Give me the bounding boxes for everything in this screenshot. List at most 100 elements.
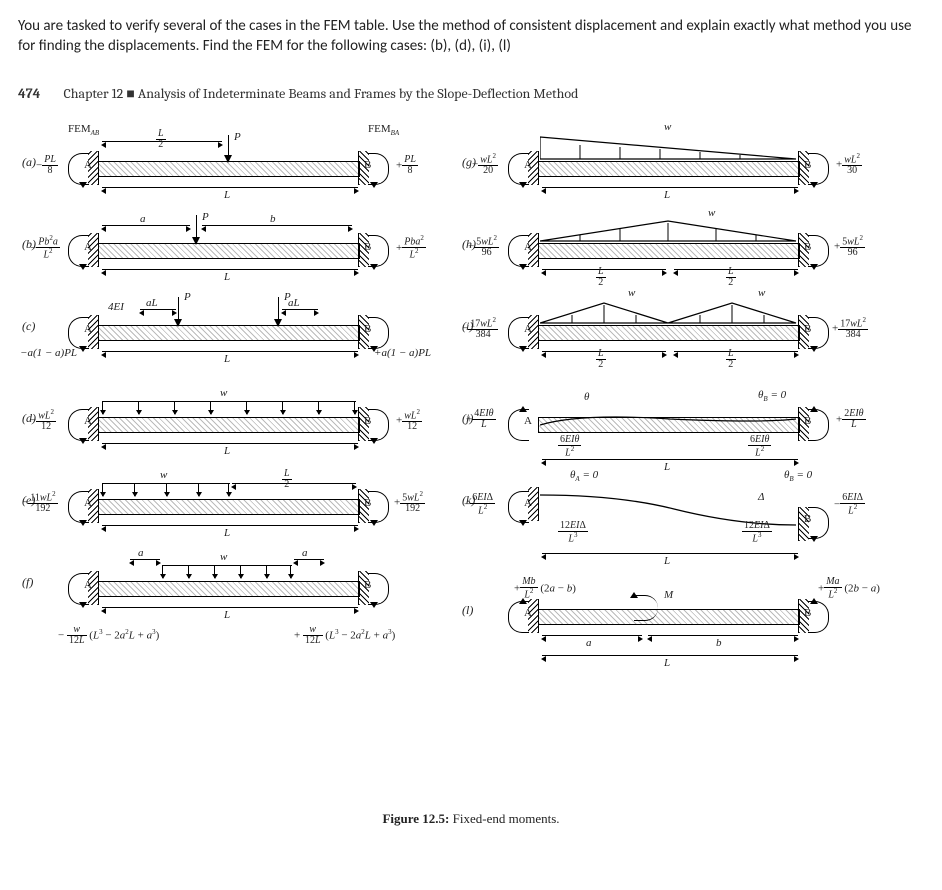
moment-arc-icon — [368, 409, 389, 441]
figure-caption: Figure 12.5: Fixed-end moments. — [18, 811, 924, 827]
dimension-line — [102, 269, 358, 270]
moment-arc-icon — [368, 491, 389, 523]
case-l: (l) +MbL2 (2a − b) A M a b L B +MaL2 (2b… — [458, 575, 918, 685]
case-a-mA: −PL8 — [36, 155, 58, 177]
dim-label: L2 — [596, 267, 606, 289]
case-c-mA: −a(1 − a)PL — [20, 347, 77, 359]
case-h: (h) −5wL296 A w L2 L2 B +5wL296 — [458, 209, 918, 291]
dim-label: L2 — [156, 129, 166, 151]
dim-label: aL — [146, 297, 158, 309]
dim-label: L2 — [726, 267, 736, 289]
shear-label: 12EIΔL3 — [558, 521, 588, 545]
case-j-mA: +4EIθL — [466, 409, 496, 431]
shear-label: 6EIθL2 — [558, 435, 581, 459]
dim-label: b — [270, 213, 276, 225]
case-b-mA: −Pb2aL2 — [30, 235, 60, 262]
applied-moment-icon — [634, 595, 658, 621]
case-l-tag: (l) — [462, 603, 473, 618]
dimension-line — [102, 443, 358, 444]
dimension-line — [102, 225, 190, 226]
dim-label: a — [140, 213, 146, 225]
case-e: (e) −11wL2192 A w L2 L B +5wL2192 — [18, 465, 478, 547]
moment-arc-icon — [368, 235, 389, 267]
beam-icon — [538, 609, 800, 625]
load-label: M — [664, 589, 673, 601]
dimension-line — [232, 483, 356, 484]
case-c: (c) A 4EI P P aL aL −a(1 − a)PL L B +a(1… — [18, 291, 478, 383]
load-arrow-icon — [196, 215, 197, 239]
case-g-mB: +wL230 — [836, 153, 862, 177]
dimension-line — [542, 459, 798, 460]
distributed-load-icon — [102, 483, 230, 498]
case-d-mA: −wL212 — [30, 409, 56, 433]
dimension-line — [102, 607, 358, 608]
moment-arc-icon — [368, 317, 389, 349]
case-j: (j) +4EIθL A θ θB = 0 6EIθL2 6EIθL2 L B … — [458, 383, 918, 465]
load-label: w — [664, 121, 671, 133]
triangular-load-icon — [540, 133, 800, 163]
caption-label: Figure 12.5: — [382, 811, 449, 826]
moment-arc-icon — [808, 409, 829, 441]
chapter-title: Chapter 12 ■ Analysis of Indeterminate B… — [64, 85, 579, 102]
load-label: P — [234, 131, 241, 143]
load-label: w — [220, 387, 227, 399]
case-g-mA: −wL220 — [472, 153, 498, 177]
case-a: (a) −PL8 A P L2 L B +PL8 — [18, 127, 478, 209]
arrowhead-icon — [274, 319, 282, 327]
page-number: 474 — [18, 85, 40, 102]
beam-icon — [98, 161, 360, 177]
case-i-mA: −17wL2384 — [462, 317, 498, 341]
load-arrow-icon — [278, 297, 279, 321]
case-g: (g) −wL220 A w L B +wL230 — [458, 127, 918, 209]
dimension-line — [542, 553, 798, 554]
problem-statement: You are tasked to verify several of the … — [18, 16, 924, 57]
moment-arc-icon — [368, 153, 389, 185]
case-f: (f) A w a a L B − w12L (L3 − 2a2L + a3) … — [18, 547, 478, 657]
moment-arc-icon — [808, 235, 829, 267]
distributed-load-icon — [162, 565, 292, 580]
case-j-mB: +2EIθL — [836, 409, 866, 431]
dimension-line — [130, 559, 160, 560]
beam-icon — [98, 499, 360, 515]
load-arrow-icon — [178, 297, 179, 321]
dimension-line — [294, 559, 324, 560]
case-a-tag: (a) — [22, 155, 36, 170]
double-triangle-load-icon — [540, 297, 800, 327]
load-label: P — [202, 211, 209, 223]
dimension-line — [140, 309, 176, 310]
arrowhead-icon — [224, 155, 232, 163]
figure-12-5: FEMAB FEMBA (a) −PL8 A P L2 L B +PL8 — [18, 127, 918, 807]
beam-icon — [98, 581, 360, 597]
dim-label: L2 — [282, 469, 292, 491]
arrowhead-icon — [192, 237, 200, 245]
case-f-mB: + w12L (L3 − 2a2L + a3) — [294, 625, 395, 647]
case-b-mB: +Pba2L2 — [396, 235, 426, 262]
case-c-tag: (c) — [22, 319, 35, 334]
dimension-line — [674, 269, 798, 270]
case-b: (b) −Pb2aL2 A P a b L B +Pba2L2 — [18, 209, 478, 291]
dimension-line — [542, 187, 798, 188]
beam-icon — [98, 325, 360, 341]
case-d-mB: +wL212 — [396, 409, 422, 433]
shear-label: 12EIΔL3 — [742, 521, 772, 545]
caption-text: Fixed-end moments. — [449, 811, 559, 826]
case-h-mB: +5wL296 — [834, 235, 865, 259]
case-f-tag: (f) — [22, 575, 33, 590]
case-h-mA: −5wL296 — [468, 235, 499, 259]
dimension-line — [102, 351, 358, 352]
case-f-mA: − w12L (L3 − 2a2L + a3) — [58, 625, 159, 647]
dim-label: a — [138, 547, 144, 559]
arrowhead-icon — [174, 319, 182, 327]
beam-icon — [98, 243, 360, 259]
dim-label: aL — [288, 297, 300, 309]
moment-arc-icon — [808, 601, 829, 633]
case-k-mB: −6EIΔL2 — [834, 493, 865, 517]
case-l-mB: +MaL2 (2b − a) — [818, 577, 880, 601]
dimension-line — [542, 635, 642, 636]
dim-label: a — [586, 637, 592, 649]
dim-label: a — [302, 547, 308, 559]
case-i-mB: +17wL2384 — [832, 317, 868, 341]
dimension-line — [674, 351, 798, 352]
textbook-page-header: 474 Chapter 12 ■ Analysis of Indetermina… — [18, 85, 924, 103]
dimension-line — [102, 525, 358, 526]
